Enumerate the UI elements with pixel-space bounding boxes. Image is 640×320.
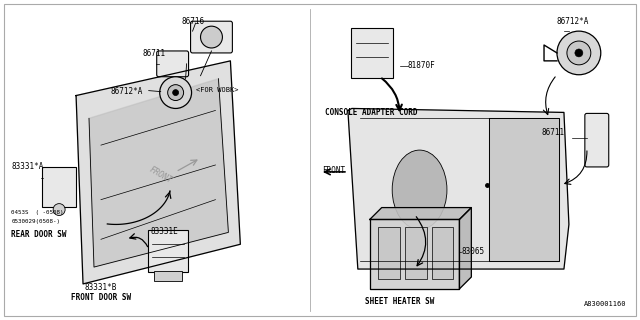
Text: 83331*A: 83331*A: [12, 162, 44, 171]
Circle shape: [168, 85, 184, 100]
Text: FRONT: FRONT: [322, 166, 345, 175]
Polygon shape: [370, 208, 471, 220]
Text: 86712*A: 86712*A: [557, 17, 589, 26]
Text: 86711: 86711: [143, 49, 166, 58]
Circle shape: [575, 49, 583, 57]
Bar: [404, 228, 426, 279]
Circle shape: [160, 77, 191, 108]
Polygon shape: [348, 108, 569, 269]
FancyBboxPatch shape: [157, 51, 189, 77]
FancyBboxPatch shape: [42, 167, 76, 207]
Text: 86712*A: 86712*A: [111, 87, 143, 96]
Text: FRONT: FRONT: [148, 165, 174, 185]
Circle shape: [173, 90, 179, 96]
Text: 83331E: 83331E: [151, 228, 179, 236]
Polygon shape: [370, 220, 460, 289]
Text: FRONT DOOR SW: FRONT DOOR SW: [71, 293, 131, 302]
Polygon shape: [76, 61, 241, 284]
Bar: [378, 228, 399, 279]
Circle shape: [567, 41, 591, 65]
Text: 83065: 83065: [461, 247, 484, 256]
Text: REAR DOOR SW: REAR DOOR SW: [12, 230, 67, 239]
Bar: [431, 228, 453, 279]
FancyBboxPatch shape: [351, 28, 393, 78]
FancyBboxPatch shape: [585, 113, 609, 167]
Text: <FOR WOBK>: <FOR WOBK>: [196, 87, 238, 93]
Polygon shape: [489, 118, 559, 261]
Bar: [154, 271, 182, 281]
Text: CONSOLE ADAPTER CORD: CONSOLE ADAPTER CORD: [325, 108, 417, 117]
Polygon shape: [460, 208, 471, 289]
Text: A830001160: A830001160: [584, 301, 627, 307]
Text: 83331*B: 83331*B: [84, 283, 117, 292]
Text: 0453S  ( -0508): 0453S ( -0508): [12, 210, 64, 215]
Text: 86716: 86716: [182, 17, 205, 26]
FancyBboxPatch shape: [148, 230, 188, 272]
Circle shape: [200, 26, 223, 48]
Circle shape: [557, 31, 601, 75]
Text: SHEET HEATER SW: SHEET HEATER SW: [365, 297, 435, 306]
Polygon shape: [89, 79, 228, 267]
Text: 81870F: 81870F: [408, 61, 435, 70]
Text: 86711: 86711: [541, 128, 564, 137]
FancyBboxPatch shape: [191, 21, 232, 53]
Ellipse shape: [392, 150, 447, 229]
Text: 0530029(0508-): 0530029(0508-): [12, 220, 60, 224]
Circle shape: [53, 204, 65, 215]
